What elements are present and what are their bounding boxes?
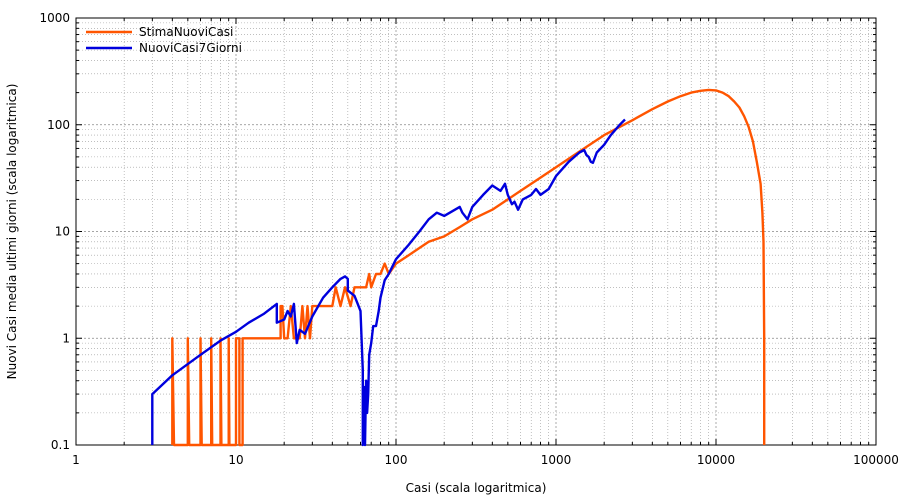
legend-label: NuoviCasi7Giorni: [139, 41, 242, 55]
x-tick-label: 10: [228, 453, 243, 467]
x-tick-label: 100000: [853, 453, 899, 467]
series-lines: [151, 88, 766, 447]
y-axis-label: Nuovi Casi media ultimi giorni (scala lo…: [5, 84, 19, 380]
grid: [76, 18, 876, 445]
x-tick-label: 1: [72, 453, 80, 467]
y-tick-label: 1000: [39, 11, 70, 25]
legend-label: StimaNuoviCasi: [139, 25, 233, 39]
x-tick-label: 10000: [697, 453, 735, 467]
y-tick-label: 0.1: [51, 438, 70, 452]
y-tick-label: 10: [55, 225, 70, 239]
x-tick-label: 100: [385, 453, 408, 467]
series-line-nuovi-casi-7-giorni: [151, 118, 626, 447]
x-axis-label: Casi (scala logaritmica): [406, 481, 547, 495]
x-tick-label: 1000: [541, 453, 572, 467]
legend: StimaNuoviCasi NuoviCasi7Giorni: [86, 25, 242, 55]
y-tick-label: 100: [47, 118, 70, 132]
y-tick-label: 1: [62, 331, 70, 345]
series-line-stima-nuovi-casi: [171, 88, 766, 447]
